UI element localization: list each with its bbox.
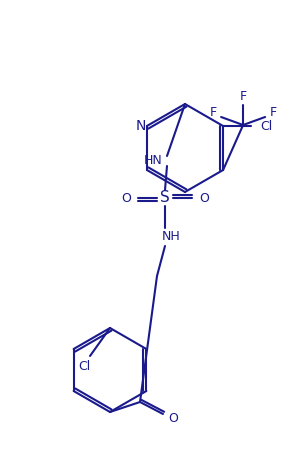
Text: Cl: Cl bbox=[78, 359, 90, 373]
Text: S: S bbox=[160, 191, 170, 206]
Text: O: O bbox=[168, 413, 178, 425]
Text: O: O bbox=[121, 192, 131, 204]
Text: O: O bbox=[199, 192, 209, 204]
Text: N: N bbox=[136, 119, 146, 133]
Text: HN: HN bbox=[144, 155, 162, 167]
Text: F: F bbox=[270, 106, 277, 120]
Text: Cl: Cl bbox=[260, 120, 272, 132]
Text: F: F bbox=[239, 91, 247, 103]
Text: NH: NH bbox=[162, 231, 180, 243]
Text: F: F bbox=[210, 106, 217, 120]
